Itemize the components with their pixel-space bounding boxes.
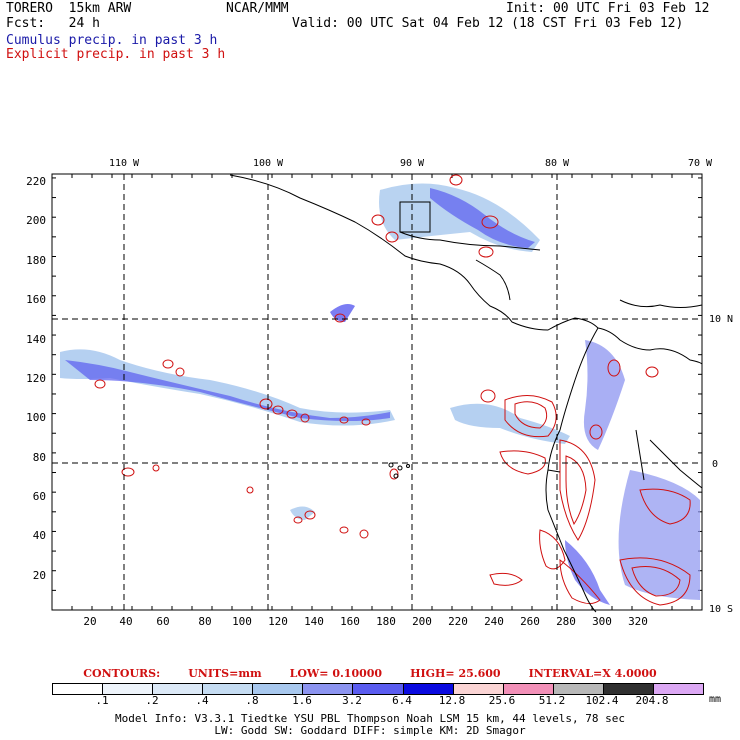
- contours-low: LOW= 0.10000: [289, 667, 383, 680]
- legend-label: .4: [195, 694, 209, 707]
- legend-swatch: [553, 684, 604, 694]
- cumulus-precip-label: Cumulus precip. in past 3 h: [6, 33, 218, 48]
- lon-label-70w: 70 W: [688, 158, 713, 169]
- legend-label: 204.8: [635, 694, 669, 707]
- precip-band-west-core: [65, 360, 390, 421]
- explicit-precip-contours: [94, 174, 691, 606]
- init-time: Init: 00 UTC Fri 03 Feb 12: [506, 1, 710, 16]
- contours-title: CONTOURS:: [83, 667, 161, 680]
- y-tick-label: 60: [33, 490, 46, 503]
- legend-swatch: [153, 684, 204, 694]
- legend-swatch: [603, 684, 654, 694]
- valid-time: Valid: 00 UTC Sat 04 Feb 12 (18 CST Fri …: [292, 16, 684, 31]
- y-tick-label: 160: [26, 293, 46, 306]
- contours-interval: INTERVAL=X 4.0000: [528, 667, 657, 680]
- lat-label-10n: 10 N: [709, 314, 733, 325]
- lon-label-110w: 110 W: [109, 158, 140, 169]
- x-tick-label: 60: [156, 615, 169, 628]
- x-tick-label: 240: [484, 615, 504, 628]
- x-tick-label: 120: [268, 615, 288, 628]
- x-tick-label: 160: [340, 615, 360, 628]
- model-info-line1: Model Info: V3.3.1 Tiedtke YSU PBL Thomp…: [115, 712, 625, 725]
- y-tick-label: 200: [26, 214, 46, 227]
- model-title: TORERO 15km ARW: [6, 1, 132, 16]
- galapagos-islands: [388, 462, 410, 479]
- precip-cluster-amazon: [618, 470, 700, 600]
- x-tick-label: 280: [556, 615, 576, 628]
- lat-label-10s: 10 S: [709, 604, 733, 615]
- x-tick-label: 300: [592, 615, 612, 628]
- lat-labels: 10 N 0 10 S: [709, 314, 733, 615]
- legend-swatch: [303, 684, 354, 694]
- explicit-precip-label: Explicit precip. in past 3 h: [6, 47, 226, 62]
- contours-info: CONTOURS: UNITS=mm LOW= 0.10000 HIGH= 25.60…: [0, 667, 740, 680]
- lon-label-100w: 100 W: [253, 158, 284, 169]
- y-tick-label: 40: [33, 529, 46, 542]
- x-tick-label: 20: [83, 615, 96, 628]
- legend-label: 25.6: [488, 694, 516, 707]
- legend-swatch: [103, 684, 154, 694]
- y-tick-label: 100: [26, 411, 46, 424]
- color-legend-bar: [52, 683, 704, 695]
- precip-cluster-central-america-core: [430, 188, 535, 248]
- legend-label: .1: [95, 694, 109, 707]
- legend-swatch: [403, 684, 454, 694]
- precip-cluster-andes: [565, 540, 610, 605]
- map-frame: [51, 173, 703, 611]
- legend-label: 51.2: [538, 694, 566, 707]
- legend-swatch: [53, 684, 104, 694]
- legend-unit: mm: [709, 694, 722, 705]
- axis-ticks: [51, 174, 702, 611]
- coastlines: [229, 174, 703, 613]
- precip-band-west: [60, 349, 395, 426]
- x-tick-label: 100: [232, 615, 252, 628]
- x-tick-label: 40: [119, 615, 132, 628]
- x-tick-label: 140: [304, 615, 324, 628]
- legend-swatch: [203, 684, 254, 694]
- legend-label: 1.6: [292, 694, 312, 707]
- x-tick-label: 320: [628, 615, 648, 628]
- model-info-line2: LW: Godd SW: Goddard DIFF: simple KM: 2D…: [214, 724, 526, 737]
- lon-labels: 110 W 100 W 90 W 80 W 70 W: [109, 158, 713, 169]
- y-tick-label: 140: [26, 333, 46, 346]
- cumulus-precip-shading: [60, 183, 700, 605]
- x-tick-labels: 20 40 60 80 100 120 140 160 180 200 220 …: [83, 615, 648, 628]
- legend-swatch: [653, 684, 704, 694]
- legend-label: 3.2: [342, 694, 362, 707]
- y-tick-label: 120: [26, 372, 46, 385]
- forecast-hour: Fcst: 24 h: [6, 16, 100, 31]
- legend-label: .8: [245, 694, 259, 707]
- x-tick-label: 180: [376, 615, 396, 628]
- contours-high: HIGH= 25.600: [410, 667, 501, 680]
- y-tick-label: 20: [33, 569, 46, 582]
- legend-label: 6.4: [392, 694, 412, 707]
- precip-band-mid: [450, 403, 570, 444]
- lon-label-80w: 80 W: [545, 158, 570, 169]
- legend-swatch: [253, 684, 304, 694]
- precip-small-40: [290, 506, 315, 520]
- legend-swatch: [453, 684, 504, 694]
- y-tick-label: 180: [26, 254, 46, 267]
- x-tick-label: 80: [198, 615, 211, 628]
- lat-lon-grid: [52, 174, 702, 610]
- lon-label-90w: 90 W: [400, 158, 425, 169]
- x-tick-label: 200: [412, 615, 432, 628]
- legend-label: 12.8: [438, 694, 466, 707]
- y-tick-label: 220: [26, 175, 46, 188]
- contours-units: UNITS=mm: [188, 667, 262, 680]
- x-tick-label: 220: [448, 615, 468, 628]
- precip-small-150: [330, 304, 355, 322]
- legend-label: .2: [145, 694, 159, 707]
- y-tick-label: 80: [33, 451, 46, 464]
- y-tick-labels: 220 200 180 160 140 120 100 80 60 40 20: [26, 175, 46, 582]
- lat-label-0: 0: [712, 459, 718, 470]
- legend-swatch: [503, 684, 554, 694]
- x-tick-label: 260: [520, 615, 540, 628]
- legend-label: 102.4: [585, 694, 619, 707]
- precip-cluster-colombia: [583, 340, 625, 450]
- legend-swatch: [353, 684, 404, 694]
- organization-label: NCAR/MMM: [226, 1, 289, 16]
